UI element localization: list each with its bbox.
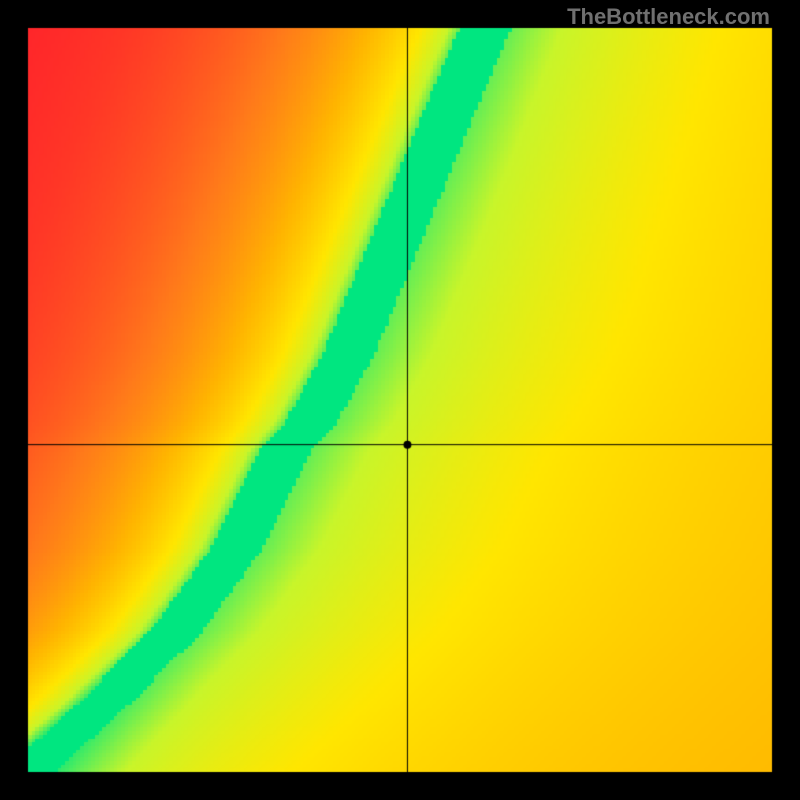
heatmap-plot [0, 0, 800, 800]
chart-container: TheBottleneck.com [0, 0, 800, 800]
watermark-text: TheBottleneck.com [567, 4, 770, 30]
